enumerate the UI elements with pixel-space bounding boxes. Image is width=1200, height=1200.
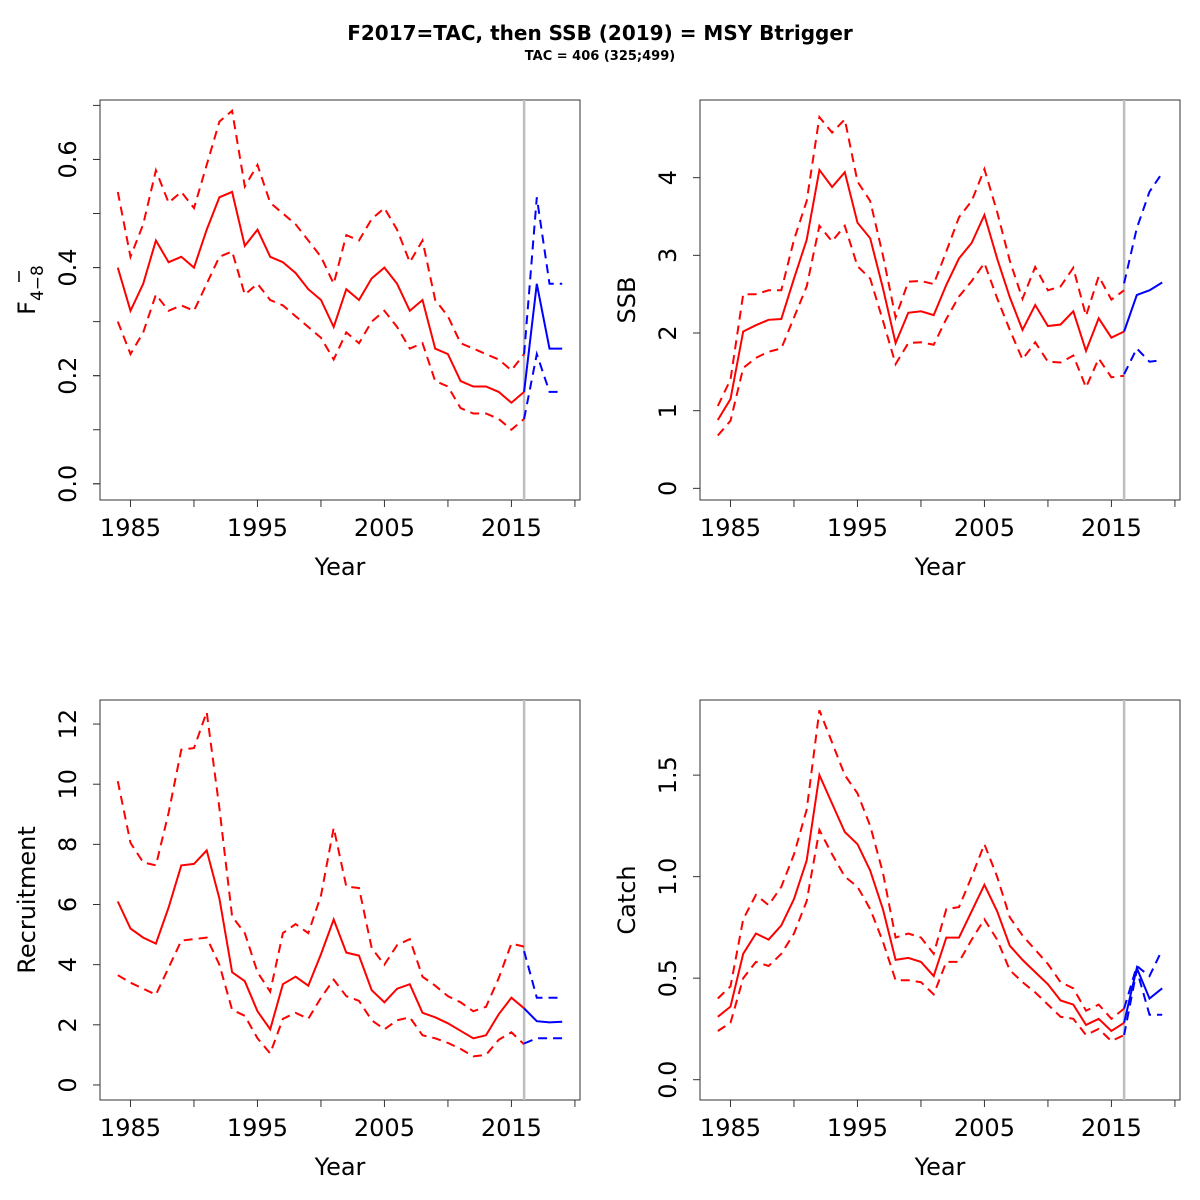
historical-upper-bound-line [116, 108, 525, 372]
panel-ssb: 1985 1995 2005 2015 Year 0 1 2 3 4 SSB [613, 99, 1181, 581]
y-tick-label: 0.6 [54, 140, 82, 178]
y-tick-label: 0.4 [54, 248, 82, 286]
y-tick-label: 3 [654, 248, 682, 263]
historical-lower-bound-line [116, 250, 525, 432]
x-tick-label: 2015 [1081, 1114, 1142, 1142]
x-tick-label: 1985 [700, 1114, 761, 1142]
x-tick-label: 2015 [481, 514, 542, 542]
panel-recruitment: 1985 1995 2005 2015 Year 0 2 4 6 8 10 12 Recruitment [13, 699, 581, 1181]
forecast-estimate-line [523, 283, 563, 393]
forecast-upper-bound-line [1123, 172, 1164, 284]
historical-lower-bound-line [717, 223, 1125, 437]
plot-frame [699, 699, 1181, 1101]
historical-estimate-line [716, 167, 1125, 421]
y-axis-title: F4−8 [13, 265, 48, 315]
historical-estimate-line [116, 190, 525, 405]
x-tick-label: 1985 [700, 514, 761, 542]
x-tick-label: 2015 [1081, 514, 1142, 542]
plot-area [116, 100, 563, 500]
figure-subtitle: TAC = 406 (325;499) [525, 49, 675, 64]
y-axis-title: Recruitment [13, 826, 41, 973]
y-tick-label: 2 [654, 325, 682, 340]
historical-lower-bound-line [117, 936, 525, 1058]
forecast-upper-bound-line [523, 950, 563, 999]
y-tick-label: 0 [654, 481, 682, 496]
x-tick-label: 2005 [354, 1114, 415, 1142]
plot-area [116, 700, 563, 1100]
forecast-lower-bound-line [1123, 346, 1163, 375]
y-tick-label: 1 [654, 403, 682, 418]
x-axis-title: Year [914, 553, 966, 581]
y-tick-label: 1.5 [654, 756, 682, 794]
forecast-estimate-line [523, 1007, 563, 1024]
x-tick-label: 1995 [827, 514, 888, 542]
y-tick-label: 0 [54, 1077, 82, 1092]
y-tick-label: 0.5 [654, 959, 682, 997]
y-tick-label: 0.2 [54, 357, 82, 395]
forecast-lower-bound-line [523, 350, 563, 420]
historical-estimate-line [717, 771, 1125, 1033]
historical-estimate-line [116, 848, 525, 1040]
y-tick-label: 10 [54, 769, 82, 800]
x-tick-label: 1995 [827, 1114, 888, 1142]
historical-upper-bound-line [116, 711, 525, 1013]
x-tick-label: 2015 [481, 1114, 542, 1142]
figure-title: F2017=TAC, then SSB (2019) = MSY Btrigge… [347, 21, 853, 45]
forecast-estimate-line [1123, 281, 1163, 332]
y-tick-label: 6 [54, 897, 82, 912]
y-axis-title-subscript: 4−8 [28, 265, 48, 301]
x-tick-label: 2005 [954, 514, 1015, 542]
plot-frame [699, 99, 1181, 501]
y-tick-label: 2 [54, 1017, 82, 1032]
historical-upper-bound-line [716, 114, 1125, 407]
y-tick-label: 1.0 [654, 858, 682, 896]
y-tick-label: 4 [54, 957, 82, 972]
plot-area [717, 700, 1164, 1100]
y-tick-label: 0.0 [654, 1061, 682, 1099]
forecast-lower-bound-line [523, 1037, 563, 1045]
forecast-upper-bound-line [523, 197, 563, 355]
y-tick-label: 8 [54, 837, 82, 852]
x-tick-label: 1985 [100, 514, 161, 542]
panel-fishing-mortality: 1985 1995 2005 2015 Year 0.0 0.2 0.4 0.6 F4−8 [13, 99, 581, 581]
forecast-lower-bound-line [1123, 969, 1163, 1036]
plot-area [716, 100, 1164, 500]
historical-upper-bound-line [717, 709, 1125, 1021]
x-tick-label: 2005 [354, 514, 415, 542]
x-tick-label: 2005 [954, 1114, 1015, 1142]
y-tick-label: 12 [54, 709, 82, 740]
y-tick-label: 4 [654, 170, 682, 185]
historical-lower-bound-line [717, 826, 1125, 1043]
plot-frame [99, 699, 581, 1101]
y-axis-title: SSB [613, 277, 641, 324]
y-axis-title-main: F [13, 301, 41, 315]
x-axis-title: Year [914, 1153, 966, 1181]
x-axis-title: Year [314, 553, 366, 581]
forecast-estimate-line [1123, 964, 1163, 1024]
plot-frame [99, 99, 581, 501]
panel-catch: 1985 1995 2005 2015 Year 0.0 0.5 1.0 1.5 Catch [613, 699, 1181, 1181]
x-tick-label: 1985 [100, 1114, 161, 1142]
x-tick-label: 1995 [227, 514, 288, 542]
y-axis-title: Catch [613, 865, 641, 934]
x-axis-title: Year [314, 1153, 366, 1181]
y-tick-label: 0.0 [54, 465, 82, 503]
forecast-upper-bound-line [1123, 949, 1164, 1009]
x-tick-label: 1995 [227, 1114, 288, 1142]
